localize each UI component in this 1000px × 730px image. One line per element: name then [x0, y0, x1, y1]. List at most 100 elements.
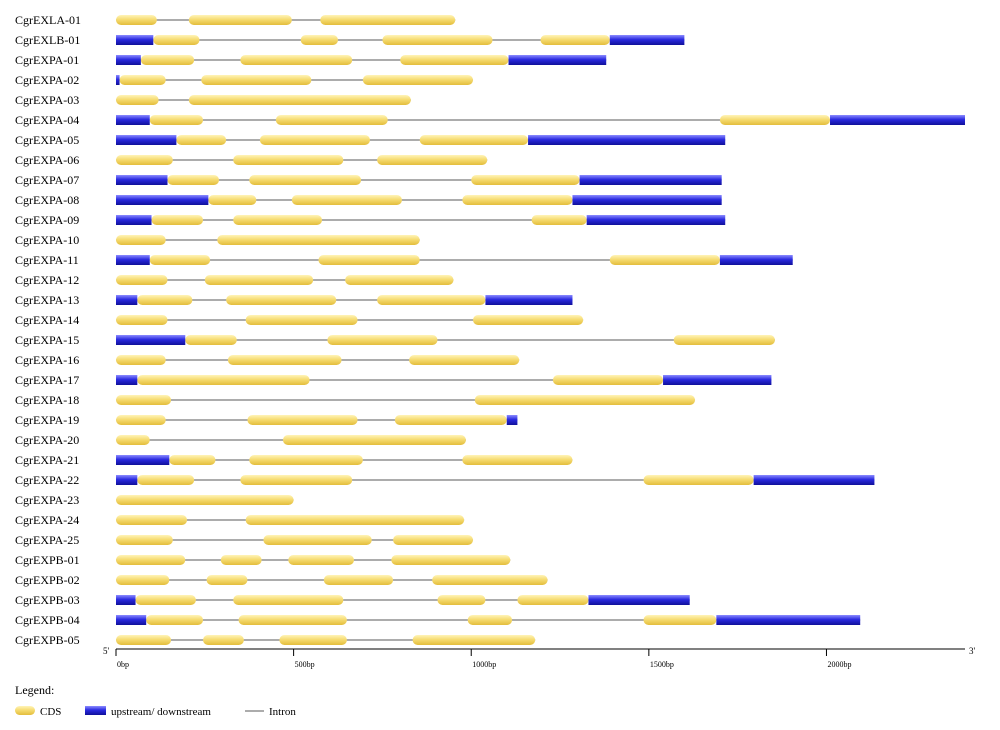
cds-exon: [201, 75, 312, 85]
utr-segment: [116, 115, 150, 125]
cds-exon: [176, 135, 227, 145]
gene-row: CgrEXPA-20: [15, 433, 466, 447]
cds-exon: [362, 75, 474, 85]
gene-row: CgrEXPB-01: [15, 553, 511, 567]
gene-name-label: CgrEXPA-22: [15, 473, 79, 487]
gene-name-label: CgrEXPA-25: [15, 533, 79, 547]
cds-exon: [259, 135, 370, 145]
gene-row: CgrEXPA-07: [15, 173, 722, 187]
gene-row: CgrEXPA-01: [15, 53, 607, 67]
legend-utr-label: upstream/ downstream: [111, 706, 211, 718]
cds-exon: [288, 555, 355, 565]
utr-segment: [528, 135, 726, 145]
gene-name-label: CgrEXLB-01: [15, 33, 80, 47]
cds-exon: [220, 555, 262, 565]
gene-name-label: CgrEXPA-01: [15, 53, 79, 67]
gene-row: CgrEXPA-21: [15, 453, 573, 467]
utr-segment: [485, 295, 573, 305]
cds-exon: [116, 635, 172, 645]
cds-exon: [185, 335, 237, 345]
cds-exon: [226, 295, 337, 305]
gene-row: CgrEXPA-25: [15, 533, 474, 547]
gene-row: CgrEXPA-17: [15, 373, 772, 387]
legend-intron-label: Intron: [269, 706, 296, 718]
cds-exon: [474, 395, 696, 405]
cds-exon: [409, 355, 520, 365]
utr-segment: [116, 615, 147, 625]
cds-exon: [240, 475, 353, 485]
cds-exon: [233, 595, 344, 605]
gene-name-label: CgrEXPA-15: [15, 333, 79, 347]
utr-segment: [116, 455, 170, 465]
cds-exon: [419, 135, 529, 145]
gene-name-label: CgrEXPA-21: [15, 453, 79, 467]
cds-exon: [135, 595, 196, 605]
cds-exon: [169, 455, 216, 465]
cds-exon: [167, 175, 220, 185]
gene-name-label: CgrEXPB-02: [15, 573, 80, 587]
gene-name-label: CgrEXPA-06: [15, 153, 79, 167]
cds-exon: [382, 35, 493, 45]
cds-exon: [471, 175, 580, 185]
cds-exon: [206, 575, 248, 585]
gene-row: CgrEXPA-19: [15, 413, 518, 427]
cds-exon: [462, 455, 573, 465]
utr-segment: [116, 135, 177, 145]
cds-exon: [116, 515, 188, 525]
cds-exon: [137, 375, 310, 385]
gene-name-label: CgrEXPA-07: [15, 173, 79, 187]
gene-name-label: CgrEXPA-09: [15, 213, 79, 227]
cds-exon: [140, 55, 195, 65]
cds-exon: [432, 575, 548, 585]
cds-exon: [320, 15, 456, 25]
gene-row: CgrEXLA-01: [15, 13, 456, 27]
gene-name-label: CgrEXPB-01: [15, 553, 80, 567]
gene-name-label: CgrEXPA-23: [15, 493, 79, 507]
cds-exon: [467, 615, 513, 625]
cds-exon: [282, 435, 466, 445]
cds-exon: [377, 295, 486, 305]
utr-segment: [116, 215, 152, 225]
gene-name-label: CgrEXPA-10: [15, 233, 79, 247]
gene-row: CgrEXPB-04: [15, 613, 861, 627]
gene-name-label: CgrEXLA-01: [15, 13, 81, 27]
cds-exon: [245, 515, 465, 525]
axis-tick-label: 2000bp: [827, 660, 851, 669]
cds-exon: [188, 95, 411, 105]
cds-exon: [323, 575, 394, 585]
cds-exon: [137, 475, 195, 485]
cds-exon: [552, 375, 664, 385]
cds-exon: [391, 555, 511, 565]
cds-exon: [249, 455, 363, 465]
gene-row: CgrEXPA-02: [15, 73, 474, 87]
gene-name-label: CgrEXPA-24: [15, 513, 79, 527]
cds-exon: [393, 535, 474, 545]
utr-segment: [116, 75, 120, 85]
axis-tick-label: 0bp: [117, 660, 129, 669]
cds-exon: [116, 95, 159, 105]
cds-exon: [300, 35, 339, 45]
gene-name-label: CgrEXPB-03: [15, 593, 80, 607]
legend-cds-swatch: [15, 706, 35, 715]
cds-exon: [377, 155, 488, 165]
cds-exon: [153, 35, 200, 45]
cds-exon: [116, 235, 166, 245]
three-prime-label: 3': [969, 646, 976, 656]
cds-exon: [673, 335, 775, 345]
cds-exon: [318, 255, 420, 265]
cds-exon: [116, 355, 166, 365]
cds-exon: [188, 15, 292, 25]
cds-exon: [719, 115, 831, 125]
cds-exon: [233, 215, 323, 225]
cds-exon: [137, 295, 193, 305]
gene-name-label: CgrEXPB-04: [15, 613, 80, 627]
cds-exon: [151, 215, 204, 225]
gene-row: CgrEXLB-01: [15, 33, 685, 47]
axis-tick-label: 1500bp: [650, 660, 674, 669]
utr-segment: [116, 255, 150, 265]
cds-exon: [208, 195, 257, 205]
cds-exon: [149, 255, 211, 265]
utr-segment: [116, 175, 168, 185]
utr-segment: [572, 195, 722, 205]
gene-row: CgrEXPA-10: [15, 233, 420, 247]
